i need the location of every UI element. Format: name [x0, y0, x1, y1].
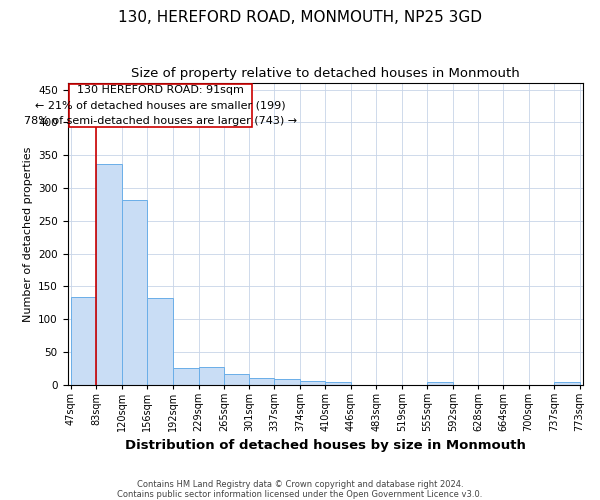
FancyBboxPatch shape [69, 84, 253, 127]
Bar [300, 381, 325, 384]
Text: 130 HEREFORD ROAD: 91sqm
← 21% of detached houses are smaller (199)
78% of semi-: 130 HEREFORD ROAD: 91sqm ← 21% of detach… [24, 86, 297, 126]
Text: 130, HEREFORD ROAD, MONMOUTH, NP25 3GD: 130, HEREFORD ROAD, MONMOUTH, NP25 3GD [118, 10, 482, 25]
Bar [427, 382, 453, 384]
Bar [71, 297, 96, 384]
Bar [325, 382, 350, 384]
Bar [122, 200, 148, 384]
Bar [96, 164, 122, 384]
Title: Size of property relative to detached houses in Monmouth: Size of property relative to detached ho… [131, 68, 520, 80]
Y-axis label: Number of detached properties: Number of detached properties [23, 146, 32, 322]
Bar [554, 382, 580, 384]
X-axis label: Distribution of detached houses by size in Monmouth: Distribution of detached houses by size … [125, 440, 526, 452]
Bar [173, 368, 199, 384]
Bar [148, 298, 173, 384]
Text: Contains HM Land Registry data © Crown copyright and database right 2024.
Contai: Contains HM Land Registry data © Crown c… [118, 480, 482, 499]
Bar [249, 378, 274, 384]
Bar [224, 374, 249, 384]
Bar [199, 367, 224, 384]
Bar [274, 380, 300, 384]
